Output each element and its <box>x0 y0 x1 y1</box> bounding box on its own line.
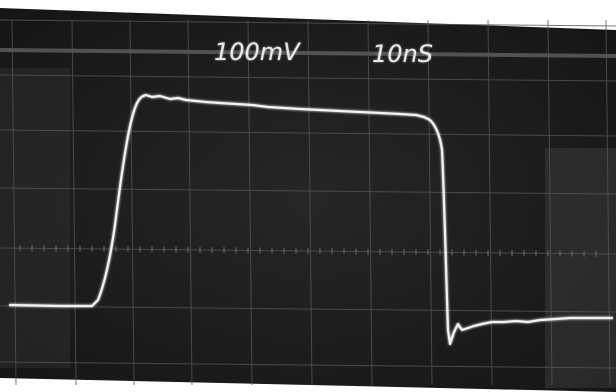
graticule-vline <box>11 19 17 386</box>
graticule-center-ticks <box>19 245 597 257</box>
graticule-vline <box>247 19 253 386</box>
graticule-vline <box>129 19 135 386</box>
screen-background <box>0 8 616 392</box>
graticule-vline <box>71 19 77 386</box>
graticule-hline <box>0 19 616 27</box>
volts-per-div-label: 100mV <box>214 38 300 66</box>
graticule-hline <box>0 305 616 313</box>
graticule-vline <box>487 19 493 386</box>
graticule-vline <box>307 19 313 386</box>
graticule-hline <box>0 187 616 195</box>
graticule-hline <box>0 74 616 82</box>
graticule-vline <box>187 19 193 386</box>
graticule-hline <box>0 361 616 369</box>
right-bezel <box>545 148 616 388</box>
waveform-trace <box>8 93 614 346</box>
left-bezel <box>0 68 70 368</box>
graticule-hline <box>0 129 616 137</box>
graticule-vline <box>427 19 433 386</box>
graticule-vline <box>367 19 373 386</box>
time-per-div-label: 10nS <box>372 40 433 68</box>
